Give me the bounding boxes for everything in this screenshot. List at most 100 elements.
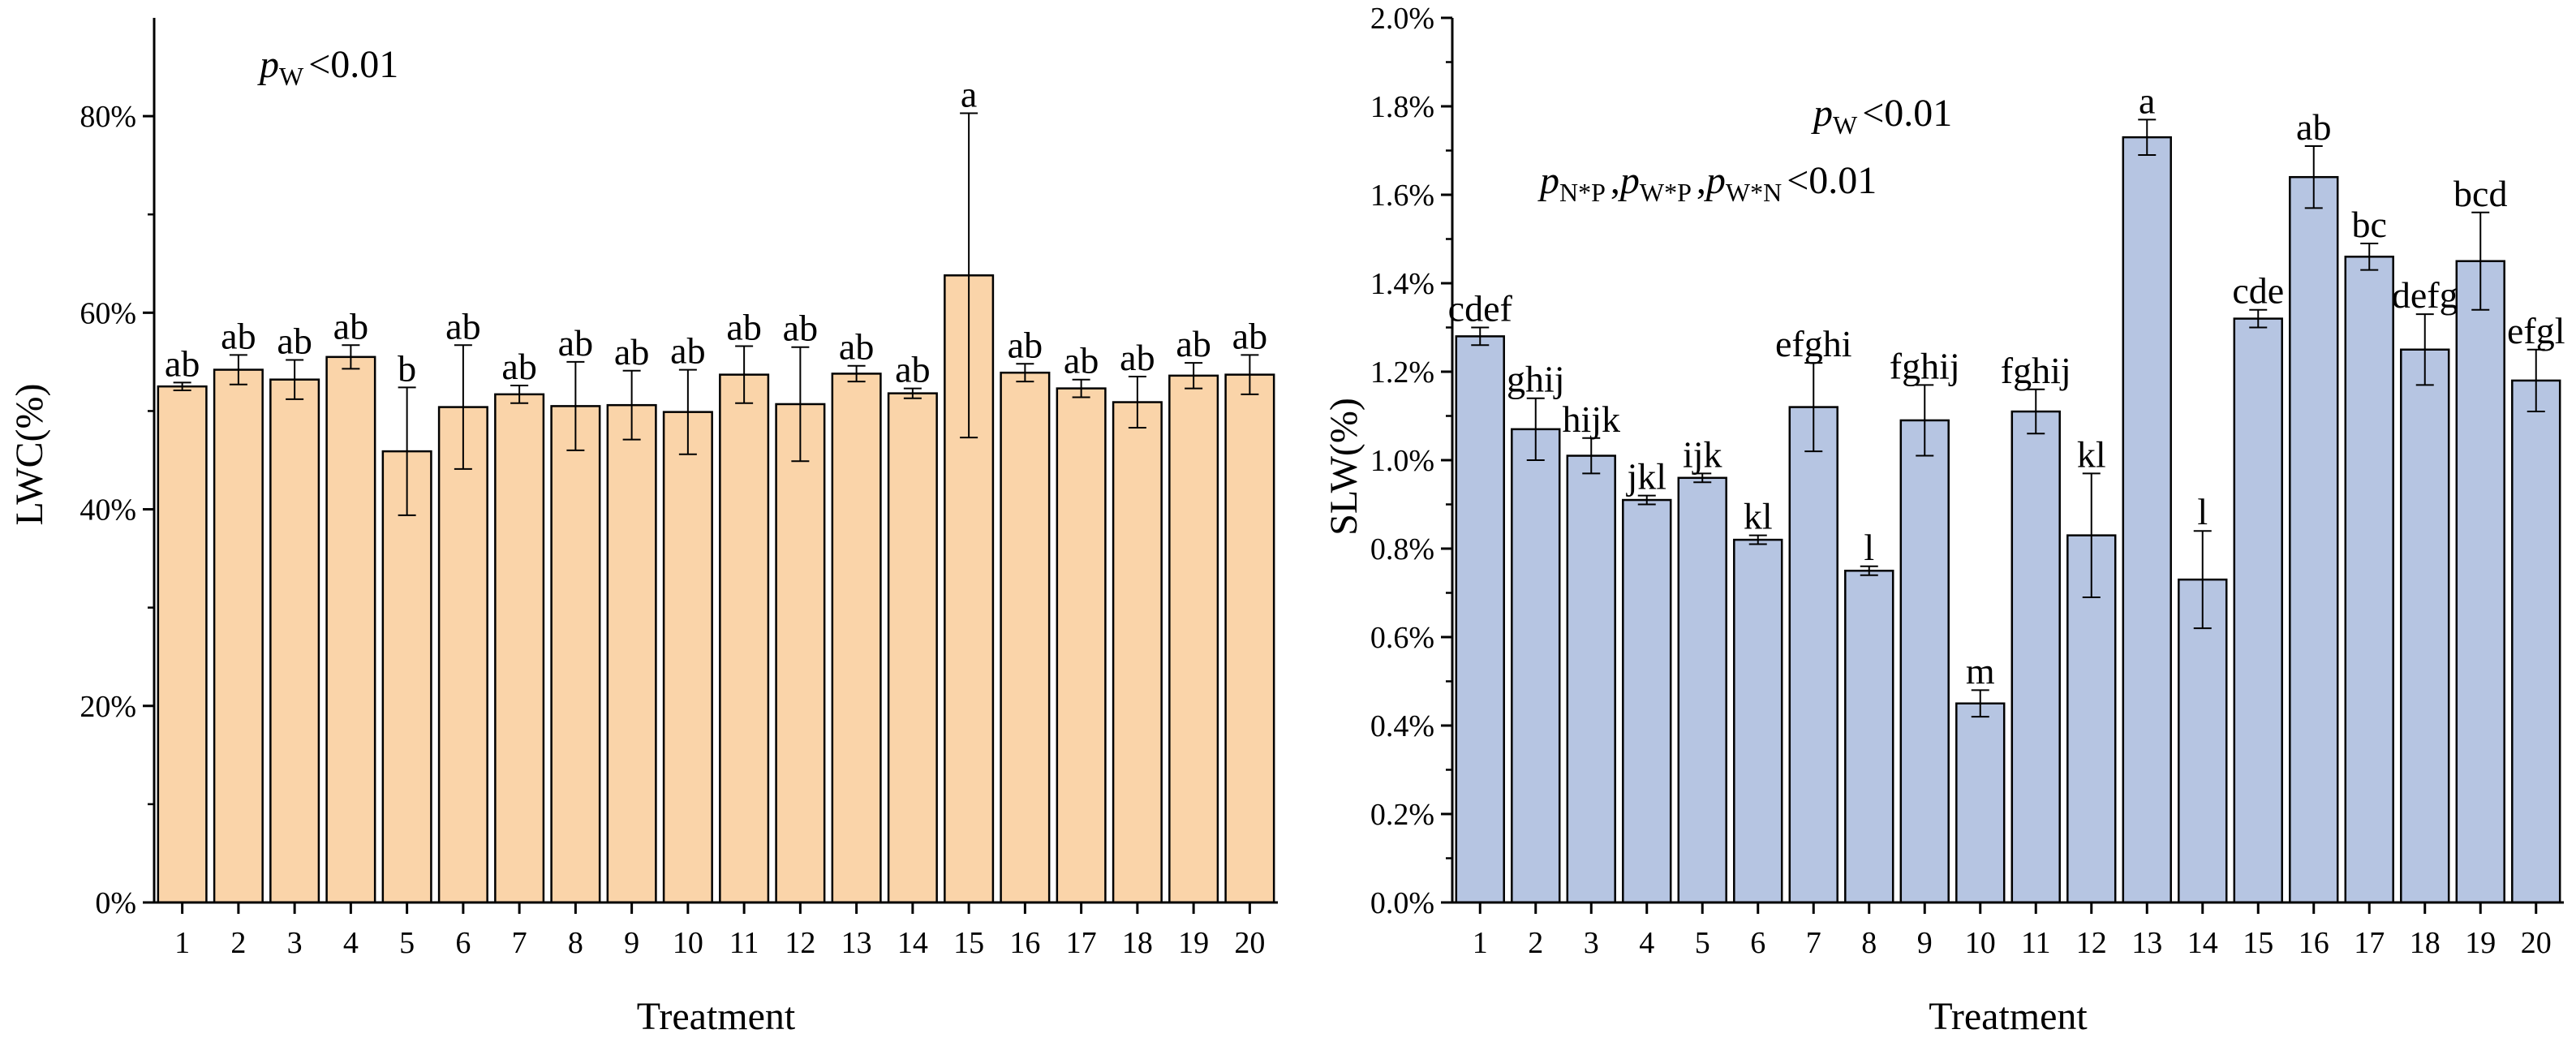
x-tick-label: 8 — [1861, 926, 1877, 960]
x-tick-label: 13 — [2131, 926, 2162, 960]
bar — [269, 378, 320, 904]
bar — [1899, 419, 1950, 904]
x-tick-label: 15 — [2243, 926, 2273, 960]
significance-letter: defg — [2392, 274, 2458, 316]
x-tick-label: 17 — [2354, 926, 2385, 960]
significance-letter: ab — [839, 326, 874, 368]
significance-letter: ab — [277, 320, 312, 361]
x-tick-label: 7 — [1806, 926, 1821, 960]
bar — [719, 373, 770, 904]
significance-letter: ab — [726, 307, 761, 348]
significance-letter: ab — [1008, 324, 1043, 365]
bar — [2344, 256, 2394, 904]
interaction-p-value-annotation: pN*P ,pW*P ,pW*N <0.01 — [1537, 159, 1877, 207]
x-tick-label: 2 — [230, 926, 246, 960]
significance-letter: kl — [1744, 496, 1773, 537]
y-tick-label: 0.2% — [1370, 798, 1434, 832]
x-tick-label: 17 — [1066, 926, 1097, 960]
bar — [1056, 387, 1107, 904]
significance-letter: kl — [2077, 433, 2106, 475]
x-tick-label: 6 — [455, 926, 471, 960]
x-tick-label: 15 — [953, 926, 984, 960]
bar — [1168, 374, 1219, 904]
bar — [2289, 175, 2339, 904]
y-tick-label: 0.0% — [1370, 886, 1434, 920]
bar — [1733, 538, 1783, 904]
y-tick-label: 2.0% — [1370, 2, 1434, 36]
bar — [606, 403, 657, 904]
x-tick-label: 16 — [1009, 926, 1040, 960]
bar — [2455, 260, 2505, 904]
x-tick-label: 4 — [1639, 926, 1654, 960]
p-subscript: W — [279, 62, 304, 91]
significance-letter: b — [398, 347, 416, 389]
x-tick-label: 19 — [2465, 926, 2496, 960]
significance-letter: fghij — [2001, 350, 2071, 391]
y-tick-label: 1.0% — [1370, 444, 1434, 478]
x-tick-label: 7 — [512, 926, 527, 960]
significance-letter: ab — [165, 342, 200, 384]
significance-letter: a — [961, 73, 977, 114]
significance-letter: bc — [2352, 204, 2387, 245]
p-text: <0.01 — [308, 43, 398, 86]
x-tick-label: 13 — [841, 926, 872, 960]
y-tick-label: 40% — [80, 493, 136, 528]
x-axis-title: Treatment — [1929, 995, 2088, 1038]
significance-letter: ab — [333, 305, 368, 347]
significance-letter: ab — [895, 349, 930, 390]
bar — [381, 450, 432, 904]
x-tick-label: 20 — [2521, 926, 2552, 960]
p-subscript: N*P — [1559, 178, 1606, 207]
significance-letter: ghij — [1507, 359, 1565, 400]
bar — [550, 405, 601, 904]
x-tick-label: 12 — [785, 926, 815, 960]
significance-letter: ab — [501, 346, 536, 387]
significance-letter: m — [1966, 650, 1995, 691]
y-tick-label: 1.4% — [1370, 267, 1434, 301]
significance-letter: fghij — [1890, 345, 1960, 386]
bar — [2233, 317, 2283, 904]
significance-letter: ab — [783, 308, 818, 349]
x-tick-label: 3 — [287, 926, 303, 960]
x-tick-label: 11 — [729, 926, 759, 960]
x-tick-label: 20 — [1234, 926, 1265, 960]
significance-letter: cde — [2232, 270, 2284, 312]
y-tick-label: 1.8% — [1370, 90, 1434, 124]
p-text: <0.01 — [1862, 92, 1952, 135]
p-value-annotation: pW <0.01 — [1811, 92, 1952, 140]
bar — [2400, 348, 2450, 904]
x-tick-label: 3 — [1584, 926, 1599, 960]
x-tick-label: 9 — [1917, 926, 1933, 960]
bar — [2511, 379, 2561, 904]
bar — [2010, 410, 2061, 904]
y-tick-label: 0.4% — [1370, 709, 1434, 743]
bar — [2122, 136, 2172, 904]
p-subscript: W*N — [1726, 178, 1782, 207]
significance-letter: l — [2197, 491, 2208, 532]
significance-letter: l — [1864, 527, 1874, 568]
bar — [1955, 702, 2006, 904]
significance-letter: ijk — [1683, 433, 1722, 475]
p-text: <0.01 — [1787, 159, 1877, 202]
significance-letter: ab — [221, 315, 256, 356]
p-symbol: p — [1811, 92, 1833, 135]
x-tick-label: 12 — [2076, 926, 2107, 960]
y-tick-label: 60% — [80, 296, 136, 330]
x-tick-label: 14 — [897, 926, 928, 960]
significance-letter: cdef — [1448, 288, 1513, 329]
significance-letter: efghi — [1775, 323, 1852, 364]
x-tick-label: 19 — [1178, 926, 1209, 960]
p-symbol: p — [1704, 159, 1726, 202]
y-tick-label: 1.6% — [1370, 179, 1434, 213]
significance-letter: ab — [1064, 340, 1099, 381]
x-axis-title: Treatment — [637, 995, 796, 1038]
y-axis-title: SLW(%) — [1322, 398, 1365, 536]
x-tick-label: 2 — [1528, 926, 1543, 960]
bar — [1622, 498, 1672, 904]
y-tick-label: 0.8% — [1370, 532, 1434, 566]
slw-chart: cdefghijhijkjklijkklefghilfghijmfghijkla… — [1322, 2, 2565, 1038]
p-text: , — [1697, 159, 1706, 202]
bar — [662, 411, 713, 904]
